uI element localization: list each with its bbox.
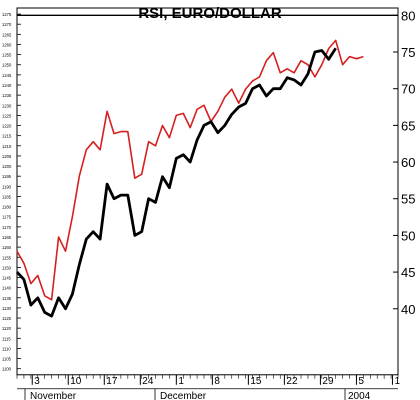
y-right-tick-label: 60 bbox=[401, 155, 415, 170]
y-left-tick-label: 1160 bbox=[2, 245, 12, 250]
y-left-tick-label: 1240 bbox=[2, 83, 12, 88]
x-tick-label: 1 bbox=[394, 376, 400, 387]
y-right-tick-label: 40 bbox=[401, 302, 415, 317]
chart-axes: 1100110511101115112011251130113511401145… bbox=[2, 7, 415, 400]
x-tick-label: 5 bbox=[358, 376, 364, 387]
y-left-tick-label: 1175 bbox=[2, 215, 12, 220]
y-left-tick-label: 1105 bbox=[2, 357, 12, 362]
month-label: November bbox=[30, 391, 77, 400]
y-left-tick-label: 1155 bbox=[2, 255, 12, 260]
y-left-tick-label: 1220 bbox=[2, 124, 12, 129]
y-left-tick-label: 1235 bbox=[2, 93, 12, 98]
y-left-tick-label: 1145 bbox=[2, 276, 12, 281]
x-tick-label: 8 bbox=[214, 376, 220, 387]
x-tick-label: 22 bbox=[286, 376, 298, 387]
y-left-tick-label: 1200 bbox=[2, 164, 12, 169]
y-left-tick-label: 1165 bbox=[2, 235, 12, 240]
x-tick-label: 1 bbox=[178, 376, 184, 387]
y-left-tick-label: 1225 bbox=[2, 113, 12, 118]
x-tick-label: 10 bbox=[70, 376, 82, 387]
month-label: 2004 bbox=[348, 391, 371, 400]
series-layer bbox=[15, 39, 364, 318]
y-left-tick-label: 1135 bbox=[2, 296, 12, 301]
y-left-tick-label: 1195 bbox=[2, 174, 12, 179]
y-left-tick-label: 1110 bbox=[2, 346, 11, 351]
series-line-red bbox=[16, 39, 364, 301]
y-left-tick-label: 1130 bbox=[2, 306, 12, 311]
y-left-tick-label: 1245 bbox=[2, 73, 12, 78]
y-right-tick-label: 80 bbox=[401, 8, 415, 23]
y-left-tick-label: 1215 bbox=[2, 134, 12, 139]
y-left-tick-label: 1275 bbox=[2, 12, 12, 17]
y-left-tick-label: 1265 bbox=[2, 32, 12, 37]
y-left-tick-label: 1170 bbox=[2, 225, 12, 230]
series-line-black bbox=[15, 47, 337, 318]
x-tick-label: 24 bbox=[142, 376, 154, 387]
y-right-tick-label: 65 bbox=[401, 118, 415, 133]
y-left-tick-label: 1190 bbox=[2, 184, 12, 189]
y-left-tick-label: 1115 bbox=[2, 336, 11, 341]
x-tick-label: 15 bbox=[250, 376, 262, 387]
y-right-tick-label: 45 bbox=[401, 265, 415, 280]
y-left-tick-label: 1250 bbox=[2, 63, 12, 68]
y-right-tick-label: 70 bbox=[401, 82, 415, 97]
y-left-tick-label: 1180 bbox=[2, 205, 12, 210]
y-right-tick-label: 55 bbox=[401, 192, 415, 207]
chart-title: RSI, EURO/DOLLAR bbox=[138, 5, 282, 22]
y-left-tick-label: 1260 bbox=[2, 42, 12, 47]
x-tick-label: 29 bbox=[322, 376, 334, 387]
x-tick-label: 17 bbox=[106, 376, 118, 387]
y-left-tick-label: 1150 bbox=[2, 265, 12, 270]
y-left-tick-label: 1140 bbox=[2, 286, 12, 291]
y-left-tick-label: 1185 bbox=[2, 194, 12, 199]
y-left-tick-label: 1210 bbox=[2, 144, 12, 149]
y-right-tick-label: 75 bbox=[401, 45, 415, 60]
y-left-tick-label: 1205 bbox=[2, 154, 12, 159]
y-left-tick-label: 1125 bbox=[2, 316, 12, 321]
y-left-tick-label: 1270 bbox=[2, 22, 12, 27]
y-left-tick-label: 1120 bbox=[2, 326, 12, 331]
x-tick-label: 3 bbox=[34, 376, 40, 387]
y-right-tick-label: 50 bbox=[401, 228, 415, 243]
y-left-tick-label: 1255 bbox=[2, 53, 12, 58]
plot-frame bbox=[16, 7, 399, 376]
y-left-tick-label: 1100 bbox=[2, 367, 12, 372]
y-left-tick-label: 1230 bbox=[2, 103, 12, 108]
month-label: December bbox=[160, 391, 207, 400]
